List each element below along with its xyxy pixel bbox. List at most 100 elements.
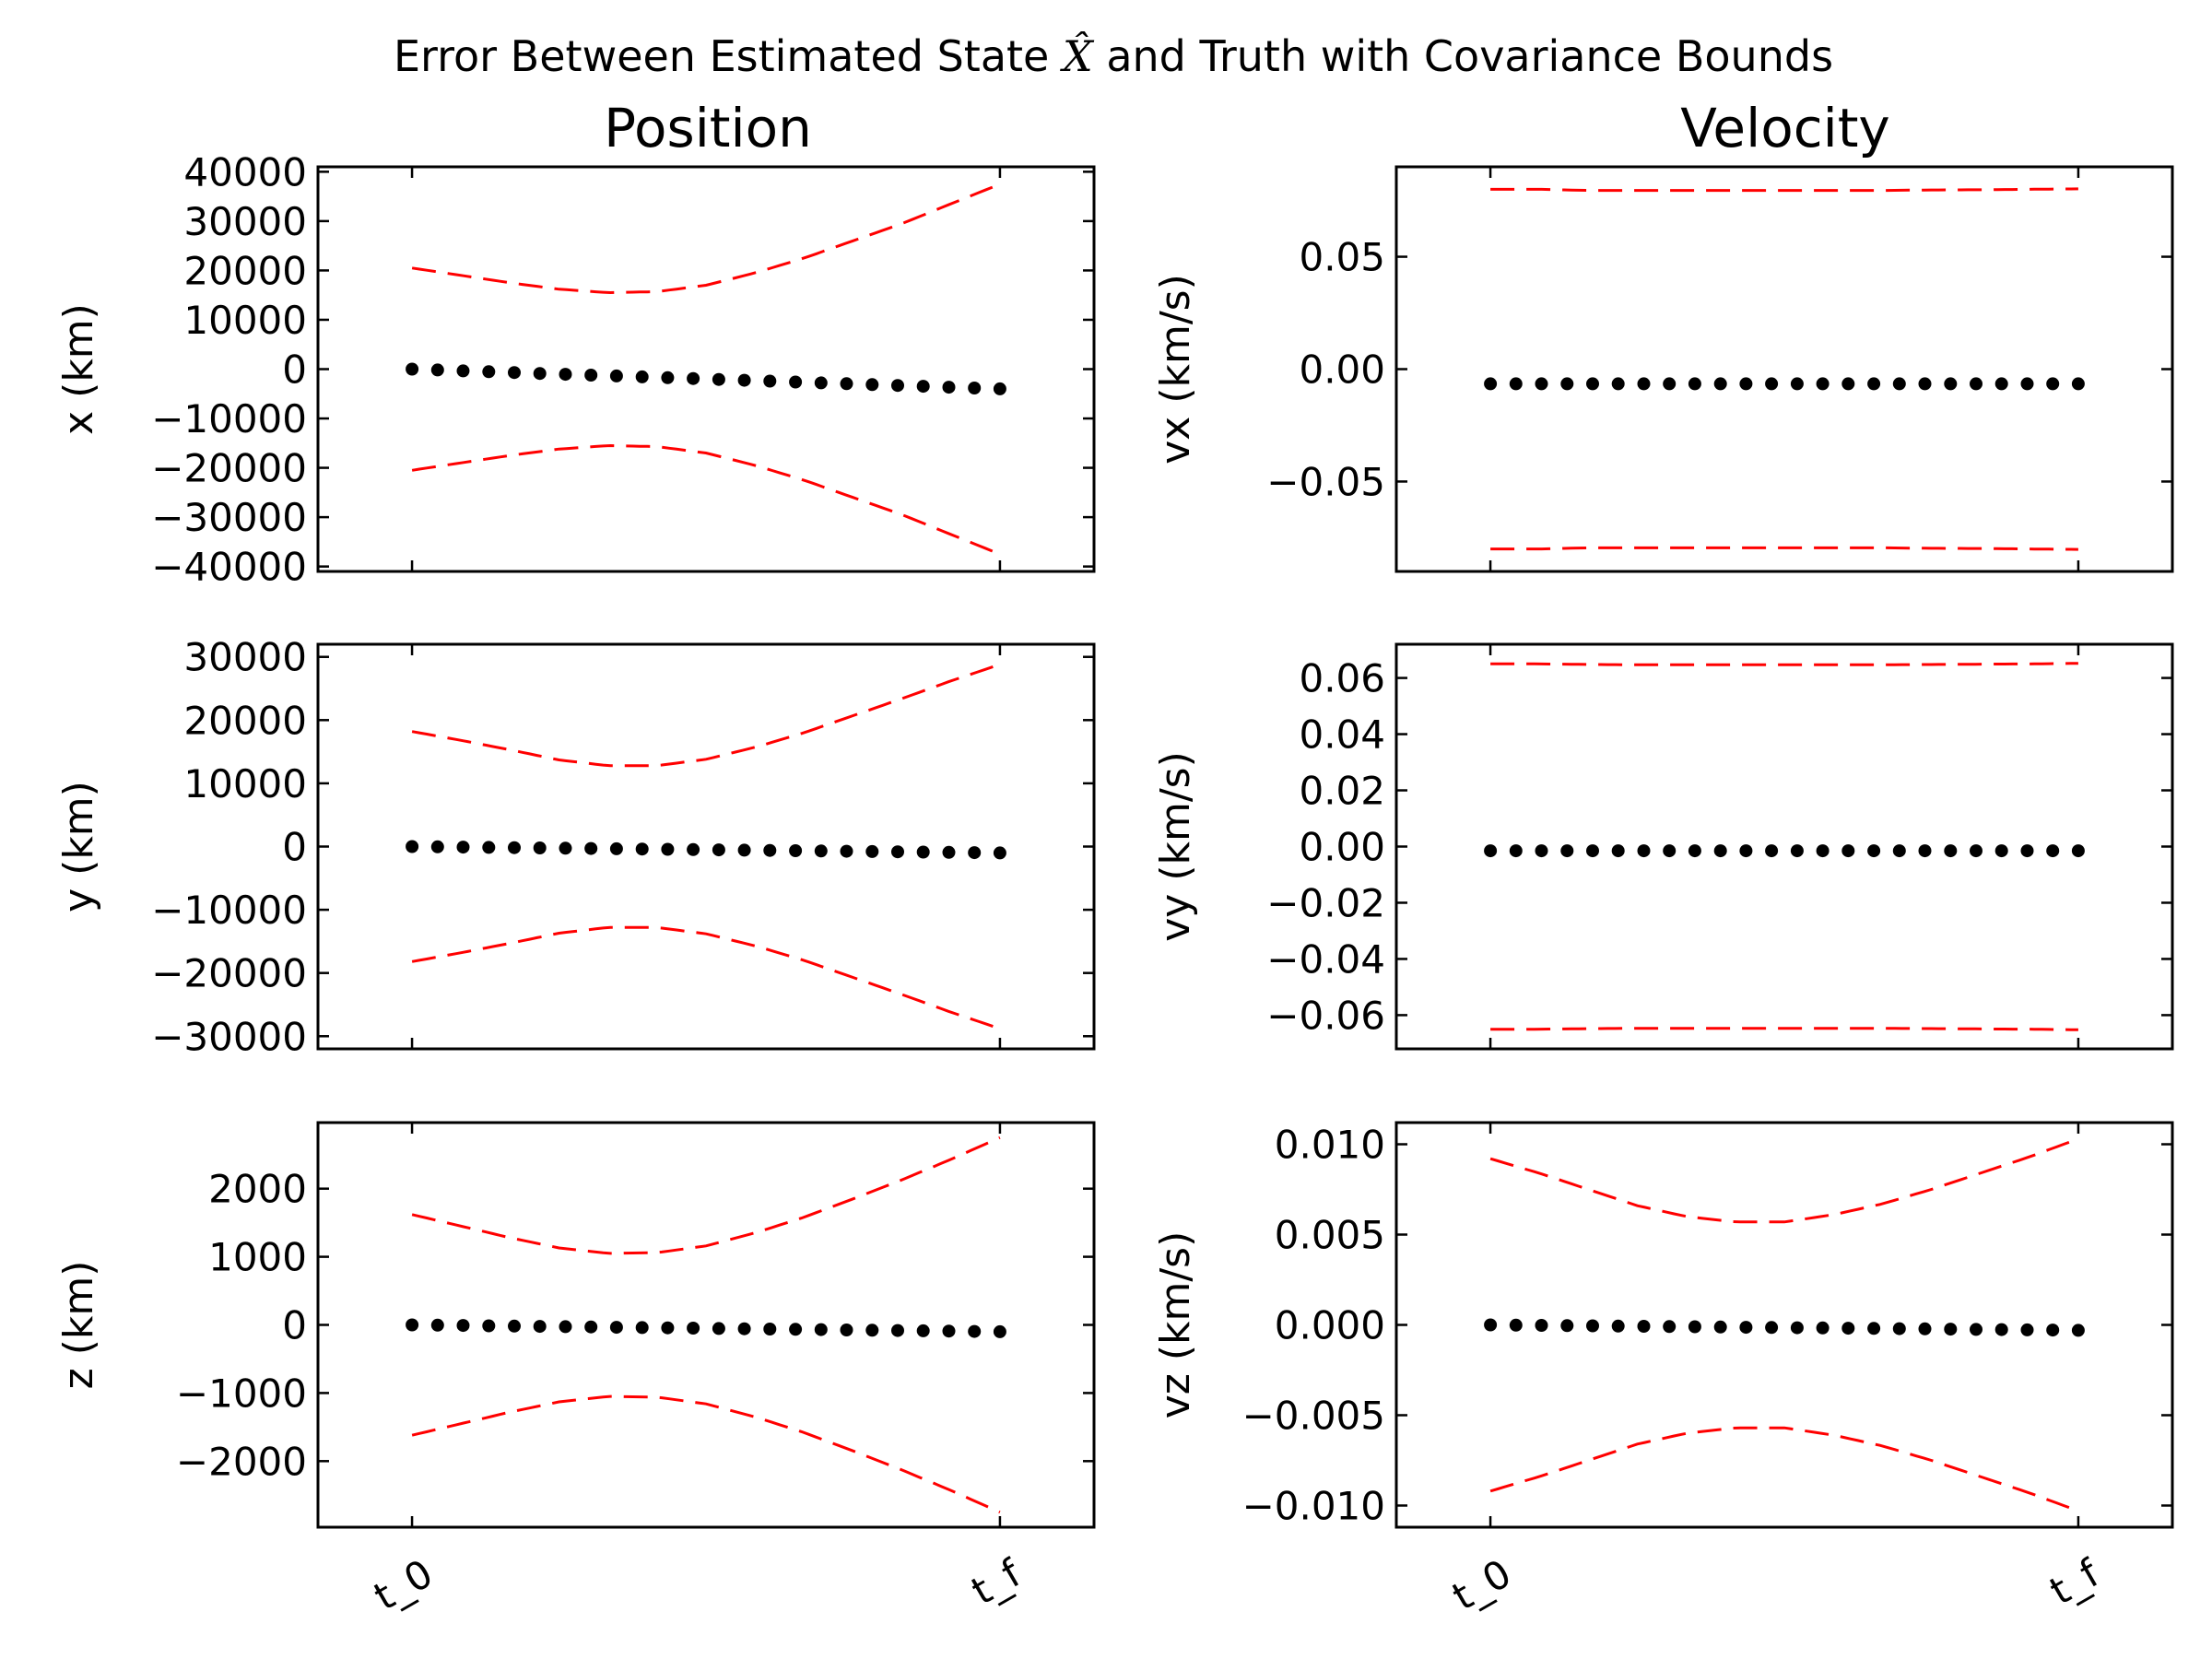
error-point [1586,1319,1599,1333]
error-point [865,1324,879,1337]
axes-frame [1394,165,2174,573]
y-tick-label: −30000 [151,1014,307,1059]
error-point [968,382,982,394]
error-point [1739,844,1753,858]
error-point [661,1321,675,1335]
figure-title: Error Between Estimated State X̂ and Tru… [394,31,1833,81]
error-point [1637,377,1651,391]
error-point [1867,377,1881,391]
upper-covariance-bound [1489,1137,2079,1224]
error-point [942,381,956,394]
y-tick-label: −0.06 [1266,993,1385,1038]
error-point [993,382,1006,395]
y-tick-label: −30000 [151,495,307,540]
upper-covariance-bound [411,1135,1001,1255]
y-tick-label: 0.00 [1299,347,1385,393]
error-point [635,1321,649,1335]
error-point [814,376,828,390]
error-point [1816,377,1830,391]
error-point [1509,844,1523,858]
error-point [1790,1321,1804,1335]
error-point [635,842,649,856]
error-point [406,840,419,853]
error-point [430,363,444,377]
axes-frame [316,1121,1096,1529]
error-point [1867,1322,1881,1335]
error-point [1484,844,1498,858]
error-point [1970,1323,1983,1336]
upper-covariance-bound [411,663,1001,768]
error-point [916,845,930,859]
error-point [1765,844,1779,858]
x-tick-label: t_0 [1445,1550,1519,1619]
figure-title-before: Error Between Estimated State [394,31,1063,81]
error-point [584,1320,598,1334]
y-tick-label: −1000 [176,1371,307,1416]
error-point [559,368,572,382]
error-point [1611,844,1625,858]
error-point [2046,377,2060,391]
y-tick-label: 0 [282,347,307,393]
error-point [456,841,470,854]
error-point [916,1324,930,1337]
error-point [1663,1320,1677,1334]
error-point [1790,844,1804,858]
error-point [1918,844,1932,858]
axes-frame [316,642,1096,1051]
x-tick-label: t_f [2042,1550,2108,1614]
upper-covariance-bound [411,182,1001,295]
error-point [1841,1322,1855,1335]
error-point [1713,377,1727,391]
error-point [1918,377,1932,391]
error-point [1841,844,1855,858]
error-point [584,841,598,855]
error-point [1713,844,1727,858]
y-tick-label: 0.05 [1299,235,1385,280]
error-point [1586,844,1599,858]
axes-frame [1394,642,2174,1051]
error-point [533,367,547,381]
error-point [1918,1322,1932,1335]
y-tick-label: −20000 [151,951,307,996]
error-point [1867,844,1881,858]
y-axis-label: vy (km/s) [1152,751,1199,942]
error-point [712,1322,725,1335]
y-tick-label: 0.00 [1299,825,1385,870]
error-point [687,842,700,856]
error-point [1509,1318,1523,1332]
error-point [687,1322,700,1335]
y-tick-label: 1000 [208,1235,307,1280]
y-tick-label: 0 [282,1303,307,1348]
error-point [737,843,751,857]
error-point [1688,844,1701,858]
error-point [993,846,1006,860]
error-point [1484,377,1498,391]
error-point [1765,377,1779,391]
subplot-z: −2000 −1000 0 1000 2000 t_0 t_f z (km) [55,1121,1096,1619]
y-tick-label: 10000 [183,761,307,806]
y-tick-label: 40000 [183,149,307,194]
error-point [1994,377,2008,391]
error-point [533,1320,547,1334]
error-point [2020,377,2034,391]
error-point [2071,844,2085,858]
error-point [1560,1319,1574,1333]
upper-covariance-bound [1490,187,2078,193]
error-point [2071,1324,2085,1337]
error-point [1535,377,1548,391]
y-tick-label: −0.02 [1266,880,1385,925]
error-point [661,842,675,856]
y-tick-label: 20000 [183,248,307,293]
error-point [1611,377,1625,391]
error-point [508,841,521,854]
y-axis-label: z (km) [55,1261,102,1390]
lower-covariance-bound [1490,1027,2078,1031]
figure-title-math: X̂ [1060,31,1095,81]
error-point [1790,377,1804,391]
error-point [430,1318,444,1332]
y-axis-label: vx (km/s) [1152,274,1199,465]
subplot-y: −30000 −20000 −10000 0 10000 20000 30000 y (km) [55,635,1096,1059]
y-tick-label: 0.005 [1275,1213,1385,1258]
